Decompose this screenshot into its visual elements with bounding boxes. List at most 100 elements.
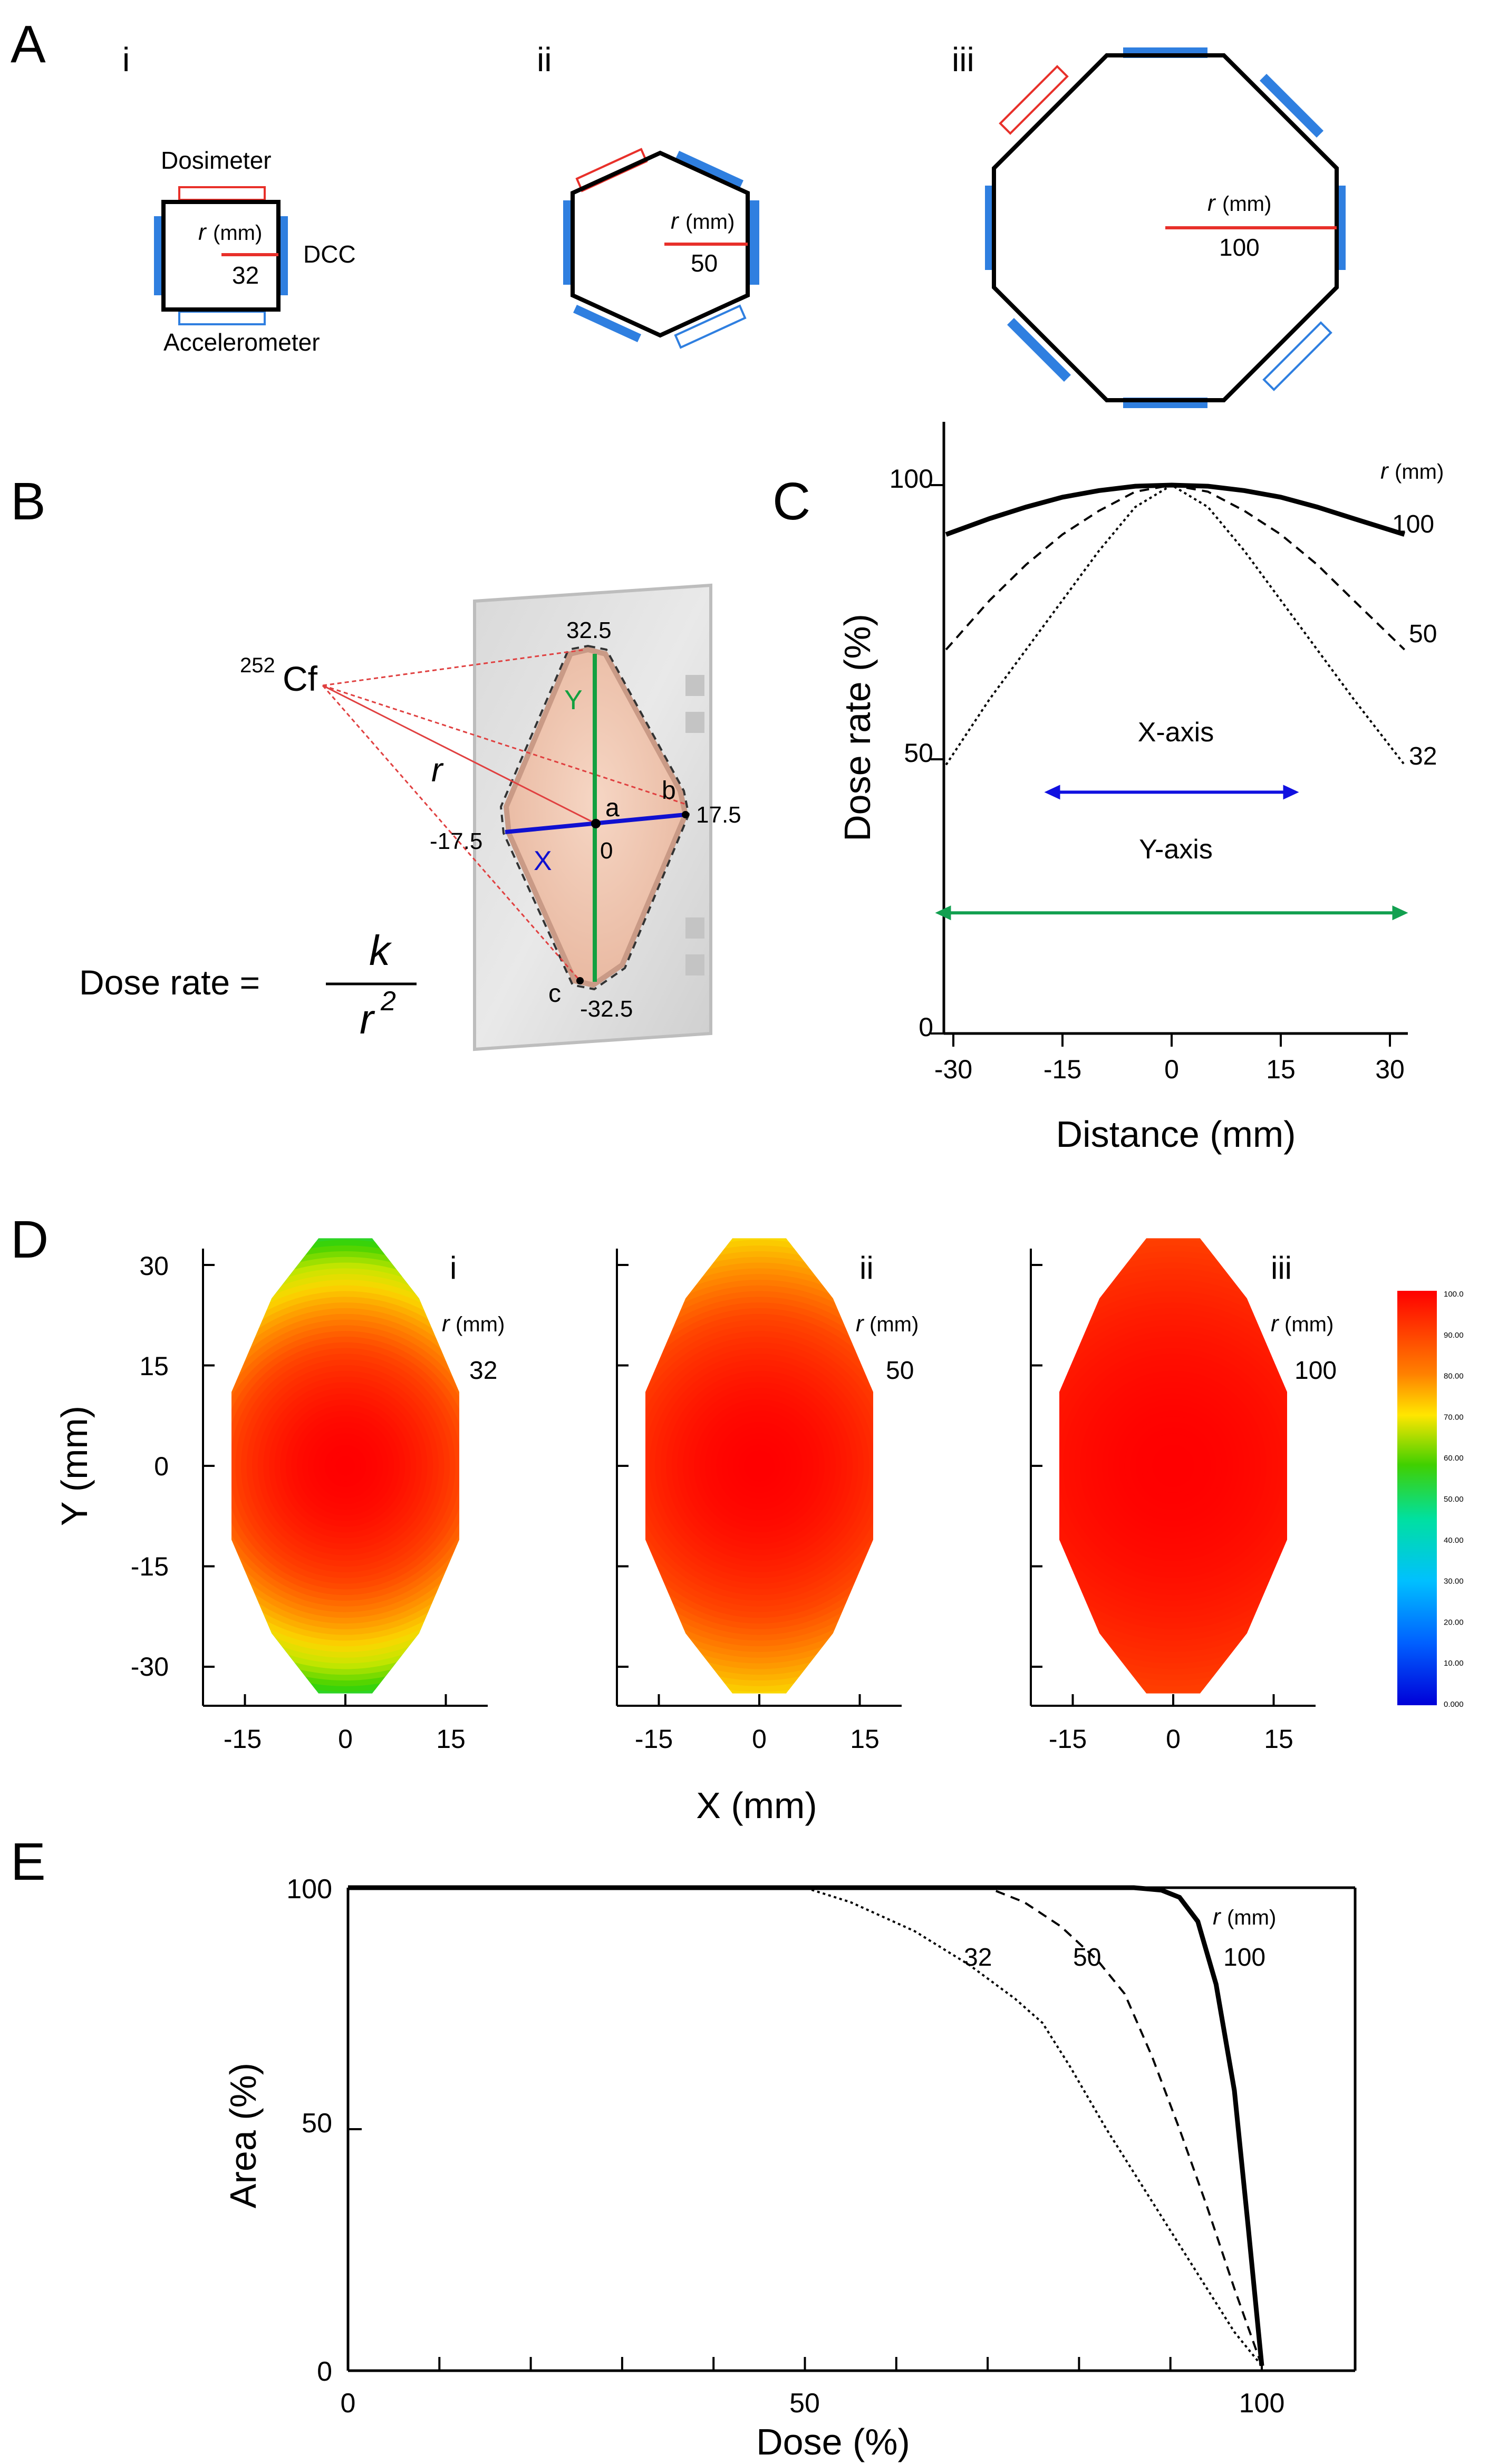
colorbar-tick-label: 60.00: [1444, 1454, 1464, 1463]
label-left: -17.5: [430, 828, 482, 854]
d-iii-tick-x-15: 15: [1264, 1724, 1293, 1754]
r-symbol: r: [1207, 190, 1216, 216]
dcc-bar-left: [154, 216, 163, 295]
e-series-label-100: 100: [1223, 1944, 1265, 1972]
chamber-outline: [499, 644, 690, 991]
c-y-axis-title: Dose rate (%): [837, 614, 878, 842]
panel-label-a: A: [11, 15, 46, 74]
d-mm-iii: (mm): [1284, 1313, 1334, 1336]
dosimeter-box: [999, 65, 1069, 135]
accelerometer-box: [1262, 321, 1332, 391]
formula-numerator: k: [369, 927, 392, 974]
radius-value: 50: [691, 249, 718, 277]
legend-r-symbol: r: [1380, 458, 1389, 484]
d-radius-ii: 50: [886, 1357, 914, 1385]
c-line-r32: [945, 484, 1406, 766]
label-a: a: [605, 794, 620, 822]
panel-label-c: C: [772, 472, 810, 531]
label-origin: 0: [600, 838, 613, 864]
e-y-axis-title: Area (%): [223, 2063, 264, 2208]
ray: [322, 684, 686, 805]
colorbar-tick-label: 40.00: [1444, 1536, 1464, 1545]
panel-label-d: D: [11, 1210, 49, 1269]
colorbar-tick-label: 50.00: [1444, 1495, 1464, 1504]
radius-value: 100: [1219, 234, 1260, 261]
heatmap-i: [231, 1238, 459, 1694]
d-r-ii: r: [856, 1311, 865, 1337]
panel-a: i ii iii r (mm) 32 Dosimeter DCC Acceler…: [122, 41, 1346, 408]
colorbar: [1397, 1291, 1437, 1705]
panel-d: 30 15 0 -15 -30 Y (mm) -15 0 15 -15 0 15…: [54, 1238, 1464, 1826]
plate-port: [685, 954, 704, 975]
d-map-label-ii: ii: [859, 1250, 874, 1286]
label-c: c: [548, 980, 561, 1008]
d-tick-y-n30: -30: [131, 1652, 169, 1682]
axis-label-y: Y: [564, 685, 583, 716]
dcc-bar-right: [278, 216, 288, 295]
d-i-tick-x-n15: -15: [224, 1724, 262, 1754]
label-right: 17.5: [696, 802, 741, 828]
d-tick-y-n15: -15: [131, 1552, 169, 1581]
series-label-32: 32: [1409, 742, 1437, 770]
dcc-bar: [573, 305, 641, 342]
e-series: [348, 1885, 1264, 2367]
octagon-setup-100: r (mm) 100: [985, 47, 1346, 408]
panel-b: Y X 32.5 -32.5 -17.5 17.5 0 a b c r 252 …: [79, 583, 741, 1051]
tick-y-100: 100: [890, 464, 933, 494]
plate-port: [685, 917, 704, 939]
c-line-r100: [945, 482, 1405, 537]
e-legend-r: r: [1213, 1904, 1222, 1930]
d-mm-i: (mm): [456, 1313, 505, 1336]
e-line-r50: [348, 1887, 1263, 2366]
e-tick-y-100: 100: [286, 1874, 332, 1905]
tick-x-n30: -30: [934, 1055, 972, 1084]
ray: [322, 685, 581, 981]
colorbar-tick-label: 100.0: [1444, 1290, 1464, 1299]
e-tick-x-0: 0: [341, 2388, 356, 2419]
tick-x-15: 15: [1266, 1055, 1296, 1084]
dose-contour: [1169, 1462, 1177, 1470]
annotation-x-axis: X-axis: [1138, 717, 1214, 748]
heatmap-clip: [1059, 1238, 1287, 1694]
source-element: Cf: [283, 659, 318, 698]
d-ii-tick-x-0: 0: [752, 1724, 767, 1754]
d-tick-y-0: 0: [154, 1452, 169, 1481]
formula-denominator: r: [360, 996, 375, 1042]
e-series-label-32: 32: [964, 1944, 992, 1972]
d-map-label-iii: iii: [1271, 1250, 1292, 1286]
formula-exponent: 2: [380, 986, 396, 1017]
point-b: [682, 811, 689, 818]
e-tick-x-50: 50: [789, 2388, 820, 2419]
dosimeter-box: [178, 186, 266, 201]
colorbar-ticks: 100.0 90.00 80.00 70.00 60.00 50.00 40.00 30.00…: [1444, 1290, 1464, 1709]
c-ticks: [931, 484, 1391, 1047]
dcc-bar: [1007, 318, 1071, 382]
dose-contour: [755, 1462, 764, 1470]
heatmap-clip: [645, 1238, 873, 1694]
d-mm-ii: (mm): [869, 1313, 919, 1336]
panel-e: 100 50 0 0 50 100 Dose (%) Area (%) r (m…: [223, 1874, 1357, 2462]
colorbar-tick-label: 0.000: [1444, 1700, 1464, 1709]
d-x-axis-title: X (mm): [696, 1785, 817, 1826]
plate-port: [685, 675, 704, 696]
d-tick-y-30: 30: [139, 1251, 169, 1281]
r-symbol: r: [198, 219, 207, 245]
mm-unit: (mm): [685, 210, 735, 234]
c-series: [945, 482, 1406, 766]
octagon-chamber: [992, 53, 1339, 402]
d-i-tick-x-15: 15: [436, 1724, 466, 1754]
tick-x-0: 0: [1164, 1055, 1179, 1084]
dcc-label: DCC: [303, 240, 356, 268]
point-c: [576, 977, 584, 984]
dcc-bar: [675, 151, 743, 188]
e-tick-x-100: 100: [1239, 2388, 1285, 2419]
heatmap-iii: [1059, 1238, 1287, 1694]
hexagon-chamber: [571, 150, 750, 338]
heatmaps: [202, 1238, 1316, 1707]
e-tick-y-0: 0: [317, 2356, 332, 2387]
c-arrow-0-head-right: [1283, 785, 1299, 800]
legend-mm: (mm): [1395, 460, 1444, 484]
square-setup-32: r (mm) 32 Dosimeter DCC Accelerometer: [154, 147, 356, 356]
d-ii-tick-x-15: 15: [850, 1724, 880, 1754]
